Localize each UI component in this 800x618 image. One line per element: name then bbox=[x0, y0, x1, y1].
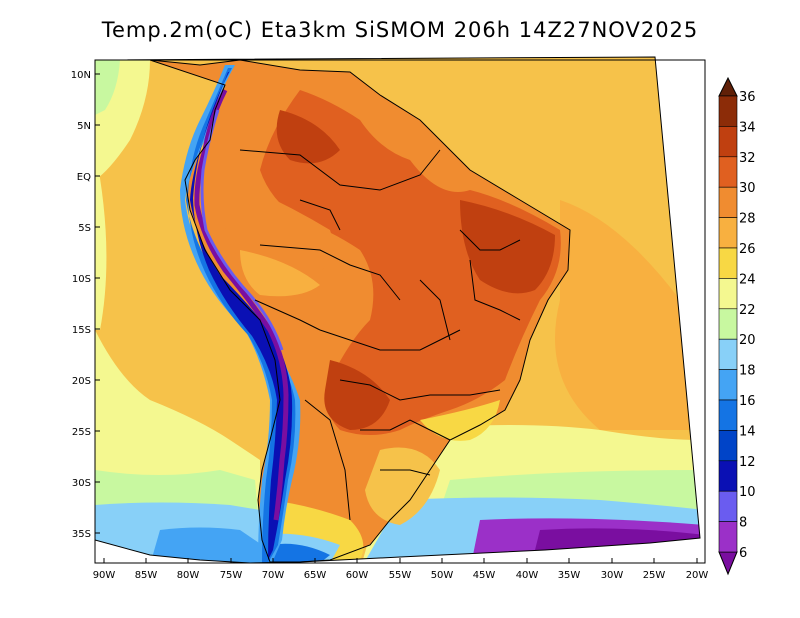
lat-label: 35S bbox=[72, 529, 91, 540]
colorbar-segment bbox=[718, 126, 738, 158]
andes-core bbox=[190, 72, 293, 560]
colorbar-label: 32 bbox=[739, 151, 756, 166]
colorbar-segment bbox=[718, 460, 738, 492]
continent-base bbox=[150, 60, 570, 562]
lon-label: 20W bbox=[686, 570, 709, 581]
lat-label: 5S bbox=[78, 223, 91, 234]
colorbar-segment bbox=[718, 521, 738, 553]
lat-label: 15S bbox=[72, 325, 91, 336]
colorbar: 6 8 10 12 14 16 18 20 22 24 26 28 30 32 34 36 bbox=[718, 76, 756, 576]
colorbar-label: 12 bbox=[739, 455, 756, 470]
lon-label: 45W bbox=[473, 570, 496, 581]
lon-label: 50W bbox=[431, 570, 454, 581]
colorbar-label: 6 bbox=[739, 546, 747, 561]
colorbar-label: 16 bbox=[739, 394, 756, 409]
lon-label: 65W bbox=[304, 570, 327, 581]
colorbar-label: 22 bbox=[739, 303, 756, 318]
lon-label: 30W bbox=[601, 570, 624, 581]
lon-label: 70W bbox=[262, 570, 285, 581]
colorbar-label: 34 bbox=[739, 120, 756, 135]
colorbar-segment bbox=[718, 156, 738, 188]
lon-label: 90W bbox=[93, 570, 116, 581]
lon-label: 40W bbox=[516, 570, 539, 581]
lon-axis: 90W 85W 80W 75W 70W 65W 60W 55W 50W 45W … bbox=[93, 558, 709, 581]
colorbar-segment bbox=[718, 247, 738, 279]
lat-label: 10N bbox=[71, 70, 91, 81]
lat-label: 25S bbox=[72, 427, 91, 438]
lat-label: 5N bbox=[77, 121, 91, 132]
colorbar-segment bbox=[718, 95, 738, 127]
colorbar-top-arrow bbox=[718, 76, 738, 97]
lon-label: 85W bbox=[135, 570, 158, 581]
colorbar-label: 36 bbox=[739, 90, 756, 105]
lat-label: EQ bbox=[77, 172, 91, 183]
colorbar-label: 8 bbox=[739, 516, 747, 531]
colorbar-label: 20 bbox=[739, 333, 756, 348]
colorbar-bottom-arrow bbox=[718, 551, 738, 576]
colorbar-label: 18 bbox=[739, 364, 756, 379]
colorbar-label: 24 bbox=[739, 272, 756, 287]
colorbar-segment bbox=[718, 186, 738, 218]
temperature-field bbox=[95, 57, 700, 563]
colorbar-label: 30 bbox=[739, 181, 756, 196]
colorbar-segment bbox=[718, 369, 738, 401]
colorbar-segment bbox=[718, 338, 738, 370]
colorbar-segment bbox=[718, 308, 738, 340]
lat-label: 10S bbox=[72, 274, 91, 285]
colorbar-label: 28 bbox=[739, 212, 756, 227]
lat-label: 30S bbox=[72, 478, 91, 489]
lat-label: 20S bbox=[72, 376, 91, 387]
lon-label: 35W bbox=[558, 570, 581, 581]
lon-label: 60W bbox=[346, 570, 369, 581]
lat-axis: 10N 5N EQ 5S 10S 15S 20S 25S 30S 35S bbox=[71, 70, 100, 540]
coastline bbox=[149, 59, 571, 563]
colorbar-label: 26 bbox=[739, 242, 756, 257]
lon-label: 55W bbox=[389, 570, 412, 581]
colorbar-label: 14 bbox=[739, 424, 756, 439]
colorbar-segment bbox=[718, 399, 738, 431]
map-frame bbox=[94, 56, 701, 564]
boundaries bbox=[149, 59, 571, 563]
colorbar-segment bbox=[718, 217, 738, 249]
lon-label: 75W bbox=[220, 570, 243, 581]
colorbar-label: 10 bbox=[739, 485, 756, 500]
colorbar-segment bbox=[718, 490, 738, 522]
lon-label: 80W bbox=[177, 570, 200, 581]
colorbar-segment bbox=[718, 430, 738, 462]
map-title: Temp.2m(oC) Eta3km SiSMOM 206h 14Z27NOV2… bbox=[101, 18, 699, 42]
colorbar-segment bbox=[718, 278, 738, 310]
lon-label: 25W bbox=[643, 570, 666, 581]
